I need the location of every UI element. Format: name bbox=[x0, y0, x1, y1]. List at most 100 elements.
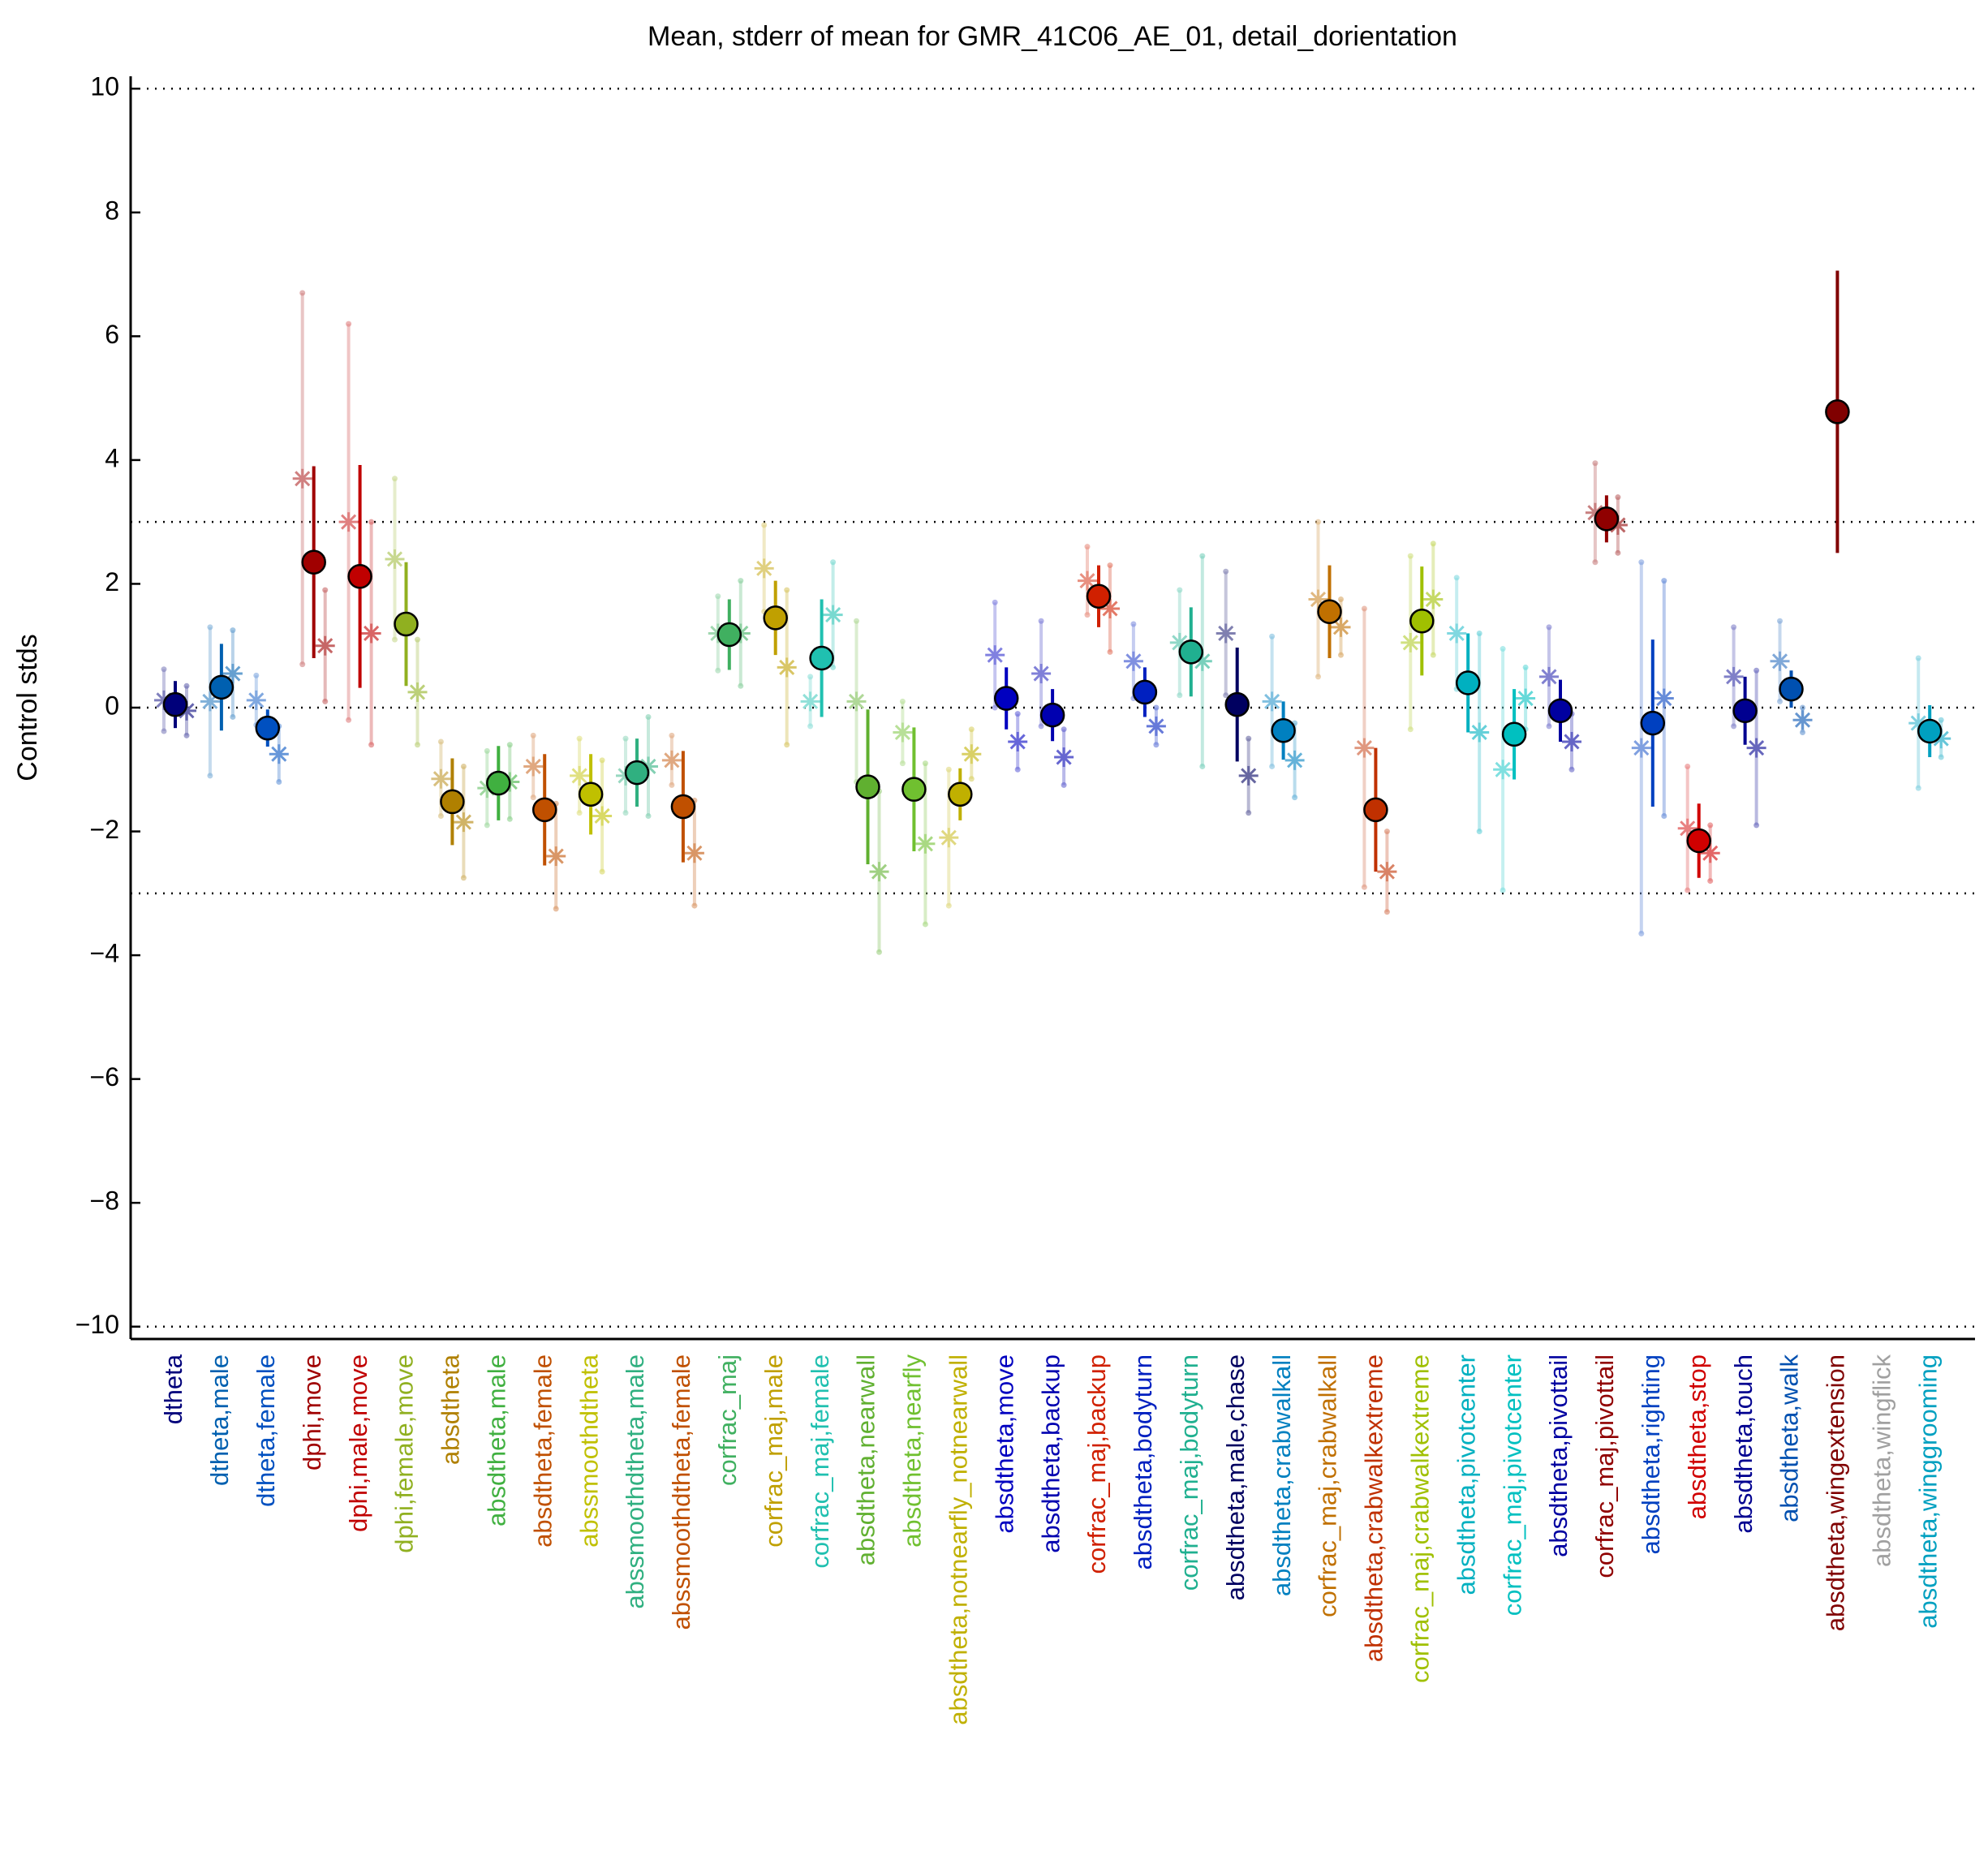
star-stroke bbox=[341, 514, 357, 530]
subgroup-error-end bbox=[484, 747, 490, 754]
star-stroke bbox=[756, 560, 772, 576]
star-stroke bbox=[1148, 718, 1164, 734]
subgroup-error-end bbox=[945, 766, 952, 773]
subgroup-error-end bbox=[1084, 612, 1091, 618]
subgroup-error-end bbox=[1338, 652, 1344, 658]
star-stroke bbox=[295, 471, 311, 487]
subgroup-error-end bbox=[1177, 692, 1183, 699]
subgroup-error-end bbox=[576, 735, 583, 742]
star-marker bbox=[338, 512, 359, 532]
star-marker bbox=[1723, 666, 1744, 687]
subgroup-error-end bbox=[622, 810, 629, 816]
star-stroke bbox=[432, 771, 449, 787]
subgroup-error-end bbox=[1500, 646, 1506, 652]
mean-marker bbox=[1132, 679, 1158, 705]
y-tick-label: 2 bbox=[105, 567, 119, 596]
subgroup-error-end bbox=[1269, 633, 1276, 639]
subgroup-error-end bbox=[599, 757, 605, 764]
subgroup-error-end bbox=[437, 812, 444, 819]
x-tick-label: absdtheta,crabwalkall bbox=[1267, 1354, 1296, 1596]
x-tick-label: absdtheta,pivottail bbox=[1544, 1354, 1573, 1557]
star-marker bbox=[385, 549, 405, 569]
star-marker bbox=[1401, 632, 1421, 652]
star-stroke bbox=[1702, 845, 1719, 861]
mean-marker bbox=[578, 781, 604, 807]
subgroup-error-end bbox=[622, 735, 629, 742]
subgroup-error-end bbox=[1938, 754, 1944, 760]
star-marker bbox=[1469, 722, 1490, 743]
mean-marker bbox=[1317, 599, 1342, 625]
star-stroke bbox=[409, 684, 426, 700]
subgroup-error-end bbox=[207, 773, 213, 779]
subgroup-error-end bbox=[1107, 648, 1113, 655]
star-marker bbox=[1008, 731, 1028, 751]
mean-marker bbox=[716, 622, 742, 648]
subgroup-error-end bbox=[299, 661, 306, 668]
subgroup-error-end bbox=[1014, 766, 1021, 773]
y-tick-label: 0 bbox=[105, 691, 119, 720]
subgroup-error-end bbox=[1246, 735, 1252, 742]
subgroup-error-end bbox=[1038, 723, 1044, 730]
subgroup-error-end bbox=[1615, 549, 1621, 556]
subgroup-error-end bbox=[1638, 559, 1645, 566]
subgroup-error-end bbox=[1407, 553, 1414, 559]
mean-marker bbox=[1779, 676, 1804, 702]
subgroup-error-end bbox=[1592, 559, 1599, 566]
star-stroke bbox=[1172, 635, 1188, 651]
star-marker bbox=[1516, 688, 1536, 708]
subgroup-error-end bbox=[1061, 726, 1067, 733]
subgroup-error-end bbox=[230, 713, 236, 720]
subgroup-error-end bbox=[161, 728, 167, 734]
subgroup-error-end bbox=[1800, 730, 1805, 736]
subgroup-error-end bbox=[645, 812, 652, 819]
mean-marker bbox=[1363, 797, 1388, 823]
subgroup-error-end bbox=[1199, 763, 1206, 769]
subgroup-error-end bbox=[346, 717, 352, 723]
star-stroke bbox=[1910, 715, 1926, 731]
subgroup-error-end bbox=[161, 666, 167, 673]
star-marker bbox=[1078, 570, 1097, 591]
y-tick-label: −2 bbox=[90, 815, 119, 844]
x-tick-label: absdtheta,righting bbox=[1637, 1354, 1665, 1554]
subgroup-error-end bbox=[899, 698, 906, 704]
y-tick-label: −10 bbox=[75, 1310, 119, 1339]
star-marker bbox=[777, 657, 797, 678]
star-stroke bbox=[1794, 712, 1811, 728]
subgroup-error-end bbox=[715, 593, 721, 600]
x-tick-label: absdtheta,wingextension bbox=[1822, 1354, 1850, 1631]
star-marker bbox=[407, 682, 428, 702]
subgroup-error-end bbox=[1153, 704, 1160, 711]
subgroup-error-end bbox=[715, 667, 721, 674]
mean-marker bbox=[486, 770, 511, 796]
subgroup-error-end bbox=[1753, 822, 1760, 829]
star-stroke bbox=[179, 703, 195, 719]
subgroup-error-end bbox=[1292, 794, 1298, 801]
mean-marker bbox=[670, 794, 696, 820]
star-stroke bbox=[664, 752, 680, 769]
x-tick-label: dtheta bbox=[159, 1354, 187, 1424]
subgroup-error-end bbox=[1568, 766, 1575, 773]
subgroup-error-end bbox=[322, 698, 329, 704]
star-stroke bbox=[1749, 740, 1765, 756]
star-marker bbox=[431, 769, 451, 789]
star-marker bbox=[454, 812, 474, 833]
subgroup-error-end bbox=[645, 713, 652, 720]
subgroup-error-end bbox=[230, 627, 236, 634]
star-marker bbox=[523, 756, 544, 777]
star-stroke bbox=[1009, 734, 1026, 750]
subgroup-error-end bbox=[484, 822, 490, 829]
star-stroke bbox=[525, 758, 541, 775]
mean-marker bbox=[1501, 721, 1527, 747]
x-tick-label: absdtheta,nearfly bbox=[898, 1354, 927, 1548]
subgroup-error-end bbox=[968, 726, 975, 733]
star-stroke bbox=[1610, 517, 1626, 533]
mean-marker bbox=[162, 691, 188, 717]
star-marker bbox=[1539, 666, 1559, 687]
subgroup-error-end bbox=[1800, 704, 1805, 711]
subgroup-error-end bbox=[506, 742, 513, 748]
subgroup-error-end bbox=[899, 760, 906, 767]
y-tick-label: −6 bbox=[90, 1062, 119, 1091]
star-marker bbox=[222, 664, 243, 684]
x-tick-label: absdtheta,walk bbox=[1775, 1354, 1804, 1522]
subgroup-error-end bbox=[1915, 785, 1921, 791]
